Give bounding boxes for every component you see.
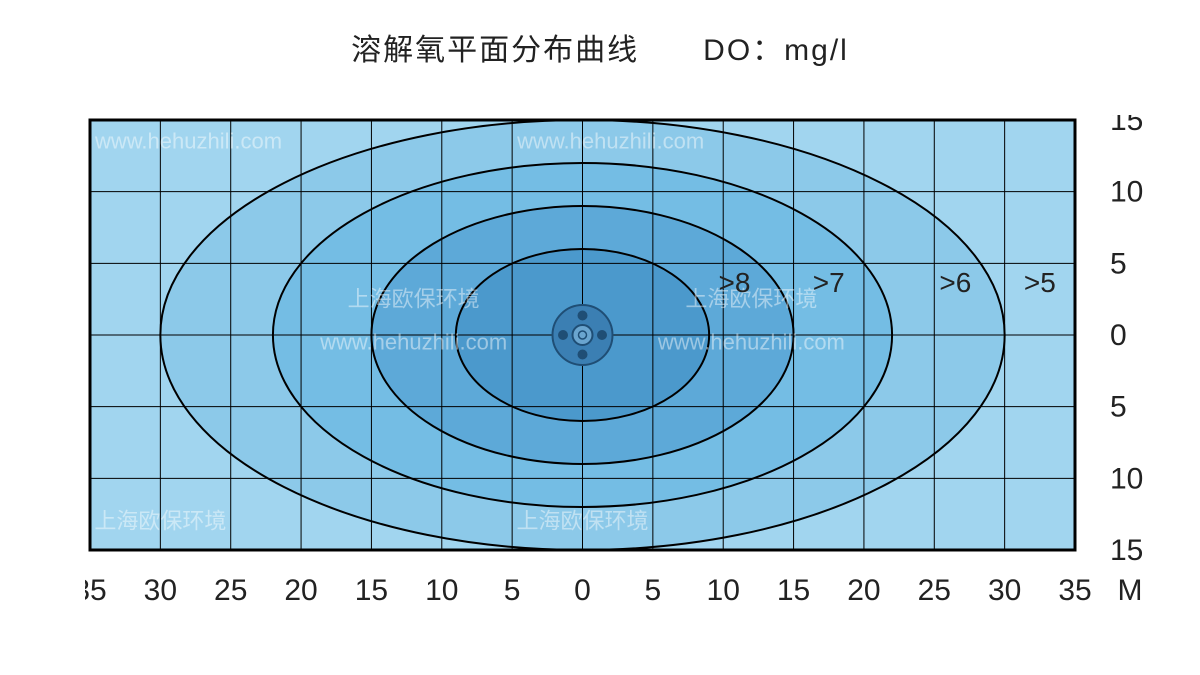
device-lobe [578, 311, 588, 321]
device-lobe [578, 350, 588, 360]
y-tick-label: 0 [1110, 319, 1127, 352]
watermark: www.hehuzhili.com [657, 329, 845, 354]
x-tick-label: 0 [574, 574, 591, 607]
y-tick-label: 15 [1110, 115, 1143, 137]
watermark: 上海欧保环境 [516, 509, 648, 534]
x-tick-label: 30 [144, 574, 177, 607]
watermark: www.hehuzhili.com [516, 129, 704, 154]
x-tick-label: 15 [355, 574, 388, 607]
device-lobe [597, 330, 607, 340]
contour-label: >7 [813, 267, 845, 298]
device-hub [573, 325, 593, 345]
x-tick-label: 30 [988, 574, 1021, 607]
device-lobe [558, 330, 568, 340]
x-tick-label: 35 [85, 574, 107, 607]
watermark: 上海欧保环境 [685, 286, 817, 311]
contour-label: >8 [719, 267, 751, 298]
chart-title: 溶解氧平面分布曲线 DO：mg/l [0, 25, 1200, 69]
y-tick-label: 5 [1110, 247, 1127, 280]
x-tick-label: 25 [214, 574, 247, 607]
x-tick-label: 10 [707, 574, 740, 607]
contour-label: >5 [1024, 267, 1056, 298]
x-tick-label: 20 [847, 574, 880, 607]
x-tick-label: 20 [284, 574, 317, 607]
x-tick-label: 25 [918, 574, 951, 607]
x-tick-label: 15 [777, 574, 810, 607]
contour-label: >6 [939, 267, 971, 298]
x-tick-label: 10 [425, 574, 458, 607]
x-tick-label: 5 [504, 574, 521, 607]
x-tick-label: 5 [645, 574, 662, 607]
watermark: 上海欧保环境 [348, 286, 480, 311]
watermark: 上海欧保环境 [94, 509, 226, 534]
x-unit-label: M [1118, 574, 1143, 607]
watermark: www.hehuzhili.com [94, 129, 282, 154]
y-tick-label: 15 [1110, 534, 1143, 567]
y-tick-label: 10 [1110, 176, 1143, 209]
y-tick-label: 10 [1110, 462, 1143, 495]
watermark: www.hehuzhili.com [319, 329, 507, 354]
contour-chart: www.hehuzhili.com www.hehuzhili.com 上海欧保环境… [85, 115, 1070, 545]
x-tick-label: 35 [1058, 574, 1091, 607]
y-tick-label: 5 [1110, 391, 1127, 424]
